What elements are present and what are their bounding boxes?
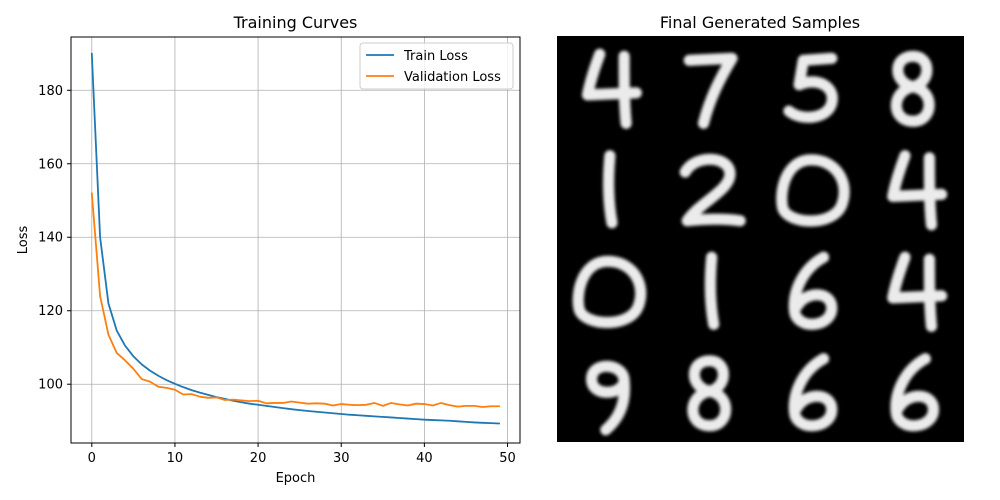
x-tick-label: 20 bbox=[250, 451, 267, 466]
training-curves-panel: 0 10 20 30 40 50 100 120 140 160 180 Training Curv… bbox=[16, 13, 521, 486]
y-tick-label: 140 bbox=[38, 231, 63, 246]
legend-box bbox=[359, 42, 514, 90]
train-loss-line bbox=[90, 52, 501, 425]
gridlines bbox=[71, 37, 520, 443]
digit-sample-4 bbox=[887, 251, 948, 332]
x-tick-label: 10 bbox=[167, 451, 184, 466]
digit-sample-1 bbox=[704, 251, 720, 330]
digit-sample-6 bbox=[890, 353, 940, 432]
legend-label-train: Train Loss bbox=[403, 49, 468, 64]
digit-sample-6 bbox=[788, 353, 838, 432]
x-tick-label: 40 bbox=[416, 451, 433, 466]
plot-frame bbox=[70, 36, 521, 444]
digit-sample-0 bbox=[572, 255, 647, 329]
digit-sample-0 bbox=[776, 154, 850, 227]
digit-sample-8 bbox=[890, 50, 935, 127]
digit-sample-9 bbox=[585, 360, 631, 436]
y-tick-label: 180 bbox=[38, 84, 63, 99]
plot-area bbox=[71, 37, 520, 443]
axis-ticks: 0 10 20 30 40 50 100 120 140 160 180 bbox=[38, 84, 516, 466]
generated-samples-panel: Final Generated Samples bbox=[557, 13, 964, 442]
digit-sample-4 bbox=[887, 150, 948, 231]
samples-title: Final Generated Samples bbox=[660, 13, 860, 32]
y-tick-label: 120 bbox=[38, 304, 63, 319]
digit-sample-7 bbox=[683, 52, 738, 129]
digit-sample-2 bbox=[679, 153, 746, 227]
digit-sample-8 bbox=[687, 355, 732, 432]
digit-sample-4 bbox=[581, 48, 642, 129]
y-axis-label: Loss bbox=[16, 226, 31, 255]
loss-lines bbox=[90, 52, 501, 425]
x-tick-label: 50 bbox=[499, 451, 516, 466]
digit-sample-5 bbox=[783, 52, 838, 123]
x-axis-label: Epoch bbox=[276, 471, 316, 486]
legend: Train Loss Validation Loss bbox=[359, 42, 514, 90]
chart-title: Training Curves bbox=[233, 13, 358, 32]
digit-grid bbox=[572, 48, 948, 436]
legend-label-validation: Validation Loss bbox=[404, 70, 501, 85]
digit-sample-6 bbox=[788, 251, 838, 330]
y-tick-label: 160 bbox=[38, 157, 63, 172]
x-tick-label: 30 bbox=[333, 451, 350, 466]
x-tick-label: 0 bbox=[88, 451, 96, 466]
y-tick-label: 100 bbox=[38, 378, 63, 393]
digit-sample-1 bbox=[602, 150, 618, 229]
validation-loss-line bbox=[90, 192, 501, 408]
